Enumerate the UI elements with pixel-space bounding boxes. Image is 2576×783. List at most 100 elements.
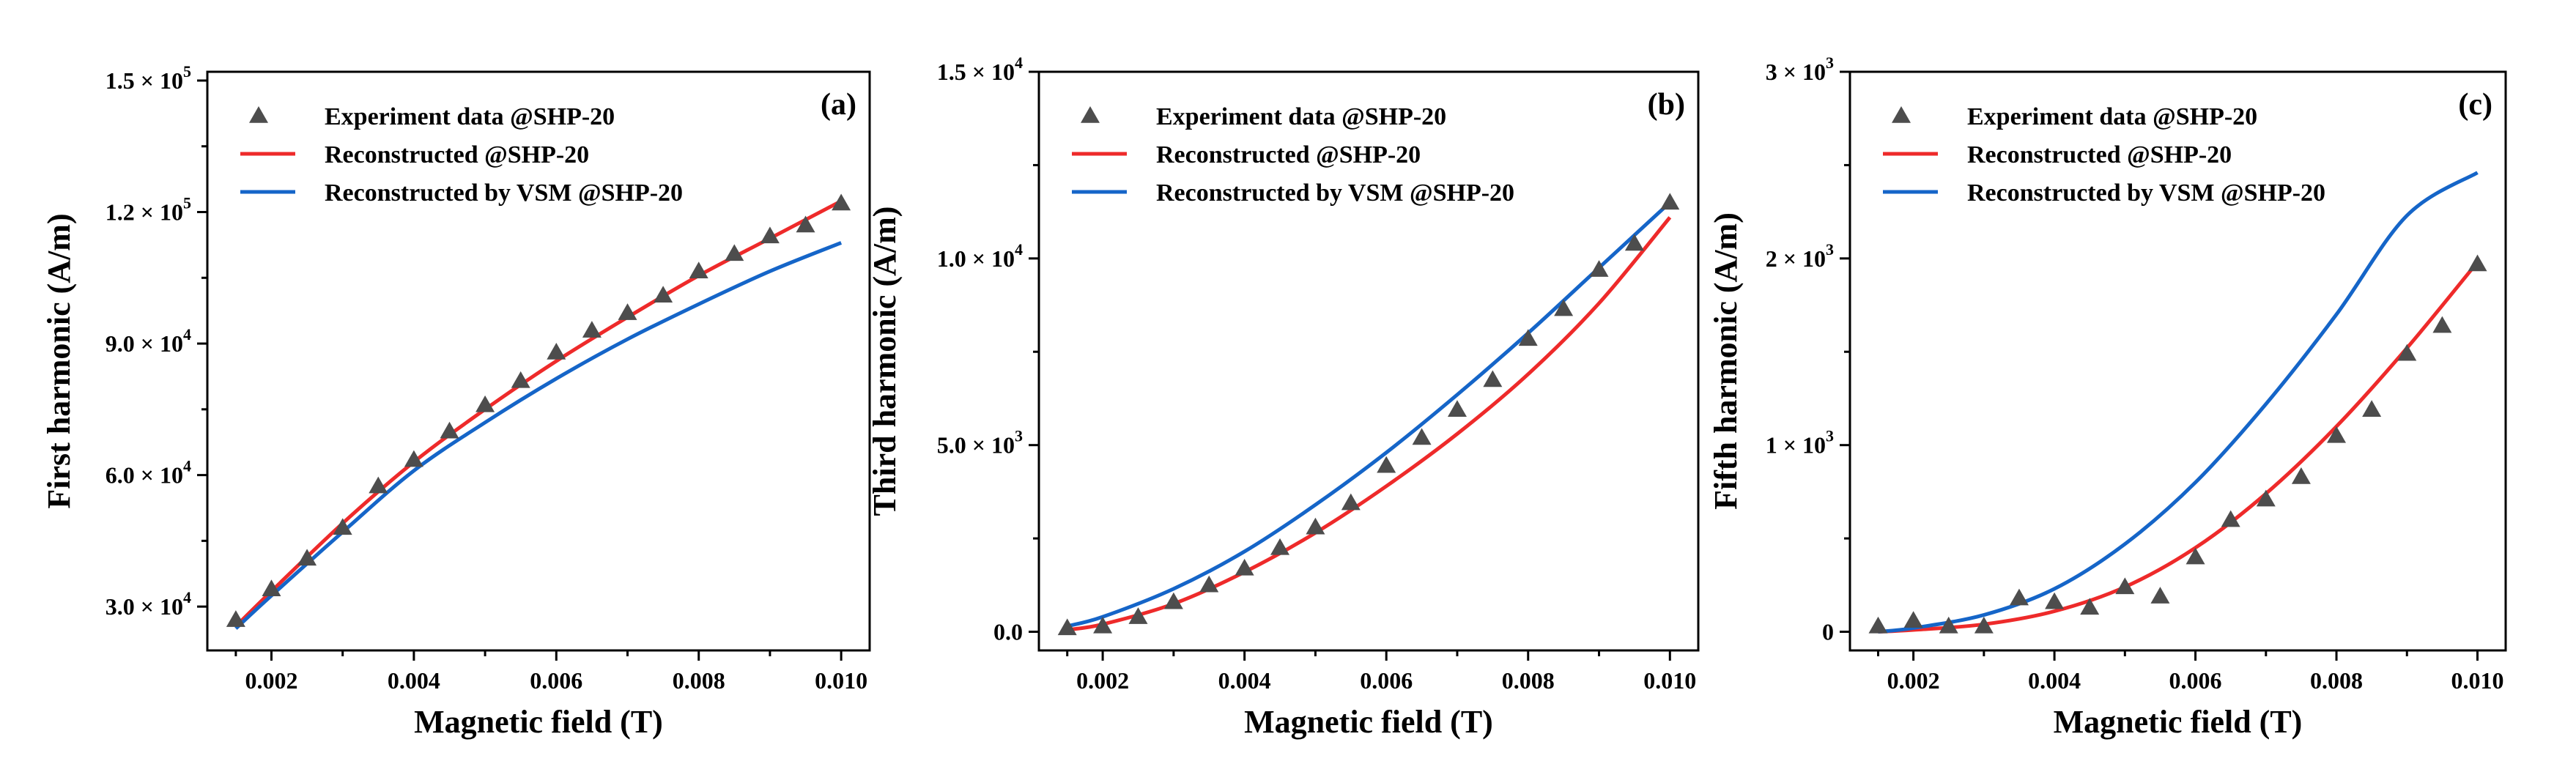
panel-label: (b) (1648, 88, 1685, 122)
legend-label: Experiment data @SHP-20 (1156, 103, 1446, 130)
y-tick-label: 1.5 × 105 (106, 62, 191, 94)
legend-label: Reconstructed by VSM @SHP-20 (325, 179, 683, 207)
y-axis-title: Fifth harmonic (A/m) (1708, 212, 1744, 510)
x-tick-label: 0.004 (2028, 667, 2081, 694)
data-point (2045, 592, 2065, 609)
data-point (1306, 517, 1325, 535)
x-tick-label: 0.006 (530, 667, 582, 694)
data-point (582, 321, 602, 338)
x-tick-label: 0.010 (2451, 667, 2504, 694)
data-point (333, 518, 352, 535)
y-tick-mantissa: 1.5 × 10 (106, 67, 183, 94)
y-tick-exponent: 5 (183, 194, 191, 212)
y-tick-label: 3.0 × 104 (106, 588, 191, 620)
vsm-line (1878, 171, 2479, 634)
data-point (1341, 493, 1361, 511)
y-axis-title: First harmonic (A/m) (41, 213, 77, 508)
data-point (369, 476, 388, 494)
data-point (1093, 616, 1113, 634)
y-tick-mantissa: 6.0 × 10 (106, 462, 183, 489)
y-tick-exponent: 4 (1015, 240, 1023, 259)
y-tick-exponent: 4 (1015, 53, 1023, 72)
data-point (2150, 587, 2170, 604)
reconstructed-line (1878, 261, 2479, 634)
legend-marker-experiment (1081, 106, 1100, 123)
data-point (1199, 575, 1219, 593)
y-axis-title: Third harmonic (A/m) (867, 207, 903, 516)
y-tick-label: 1.5 × 104 (937, 53, 1023, 85)
panel-label: (c) (2458, 88, 2492, 122)
vsm-line (234, 241, 843, 630)
plot-frame (1037, 70, 1700, 652)
x-tick-label: 0.006 (1360, 667, 1413, 694)
data-point (1660, 193, 1680, 210)
data-point (689, 261, 708, 279)
x-tick-label: 0.002 (1887, 667, 1940, 694)
data-point (2115, 577, 2135, 595)
x-tick-label: 0.002 (245, 667, 297, 694)
x-tick-label: 0.008 (2310, 667, 2363, 694)
x-axis-title: Magnetic field (T) (2054, 704, 2303, 740)
y-tick-label: 5.0 × 103 (937, 427, 1023, 459)
x-tick-label: 0.004 (1218, 667, 1271, 694)
legend-label: Reconstructed by VSM @SHP-20 (1156, 179, 1514, 207)
legend-label: Reconstructed @SHP-20 (1967, 141, 2232, 168)
data-point (2397, 344, 2417, 361)
data-point (796, 215, 815, 233)
y-tick-exponent: 3 (1826, 240, 1834, 259)
plot-frame (1848, 70, 2507, 652)
x-tick-label: 0.002 (1076, 667, 1129, 694)
data-point (1974, 616, 1994, 634)
data-point (404, 450, 423, 467)
data-point (297, 549, 317, 566)
plot-frame (206, 70, 871, 652)
x-tick-label: 0.004 (388, 667, 440, 694)
y-tick-exponent: 4 (183, 588, 191, 606)
y-tick-mantissa: 5.0 × 10 (937, 432, 1015, 459)
data-point (2009, 588, 2029, 606)
y-tick-label: 9.0 × 104 (106, 325, 191, 357)
y-tick-label: 3 × 103 (1766, 53, 1834, 85)
legend-label: Reconstructed @SHP-20 (1156, 141, 1421, 168)
y-tick-mantissa: 2 × 10 (1766, 245, 1826, 272)
y-tick-label: 1.2 × 105 (106, 194, 191, 226)
y-tick-exponent: 4 (183, 457, 191, 475)
legend-label: Reconstructed by VSM @SHP-20 (1967, 179, 2325, 207)
y-tick-exponent: 3 (1826, 427, 1834, 445)
reconstructed-line (1067, 216, 1672, 632)
data-point (262, 579, 281, 596)
data-point (1903, 611, 1923, 628)
y-tick-mantissa: 3 × 10 (1766, 59, 1826, 85)
data-point (2362, 400, 2382, 418)
x-tick-label: 0.008 (673, 667, 725, 694)
data-point (226, 610, 245, 627)
y-tick-label: 6.0 × 104 (106, 457, 191, 489)
data-point (618, 303, 637, 320)
x-axis-title: Magnetic field (T) (1244, 704, 1493, 740)
y-tick-label: 0 (1822, 619, 1834, 645)
data-point (1057, 618, 1077, 636)
data-point (1412, 428, 1432, 445)
data-point (2291, 467, 2311, 484)
y-tick-mantissa: 1.5 × 10 (937, 59, 1015, 85)
data-point (547, 343, 566, 360)
y-tick-label: 2 × 103 (1766, 240, 1834, 272)
legend-marker-experiment (249, 106, 268, 123)
data-point (2256, 489, 2276, 507)
y-tick-mantissa: 3.0 × 10 (106, 593, 183, 620)
data-point (1589, 260, 1609, 277)
data-point (1554, 299, 1574, 316)
data-point (2327, 426, 2347, 443)
x-axis-title: Magnetic field (T) (414, 704, 663, 740)
y-tick-exponent: 3 (1015, 427, 1023, 445)
chart-panel-2: 0.002 0.004 0.006 0.008 0.010 0.0 5.0 × 103 1.0… (867, 53, 1700, 740)
x-tick-label: 0.010 (1643, 667, 1696, 694)
data-point (511, 371, 530, 388)
y-tick-mantissa: 1 × 10 (1766, 432, 1826, 459)
data-point (832, 193, 851, 211)
y-tick-exponent: 3 (1826, 53, 1834, 72)
y-tick-label: 1.0 × 104 (937, 240, 1023, 272)
